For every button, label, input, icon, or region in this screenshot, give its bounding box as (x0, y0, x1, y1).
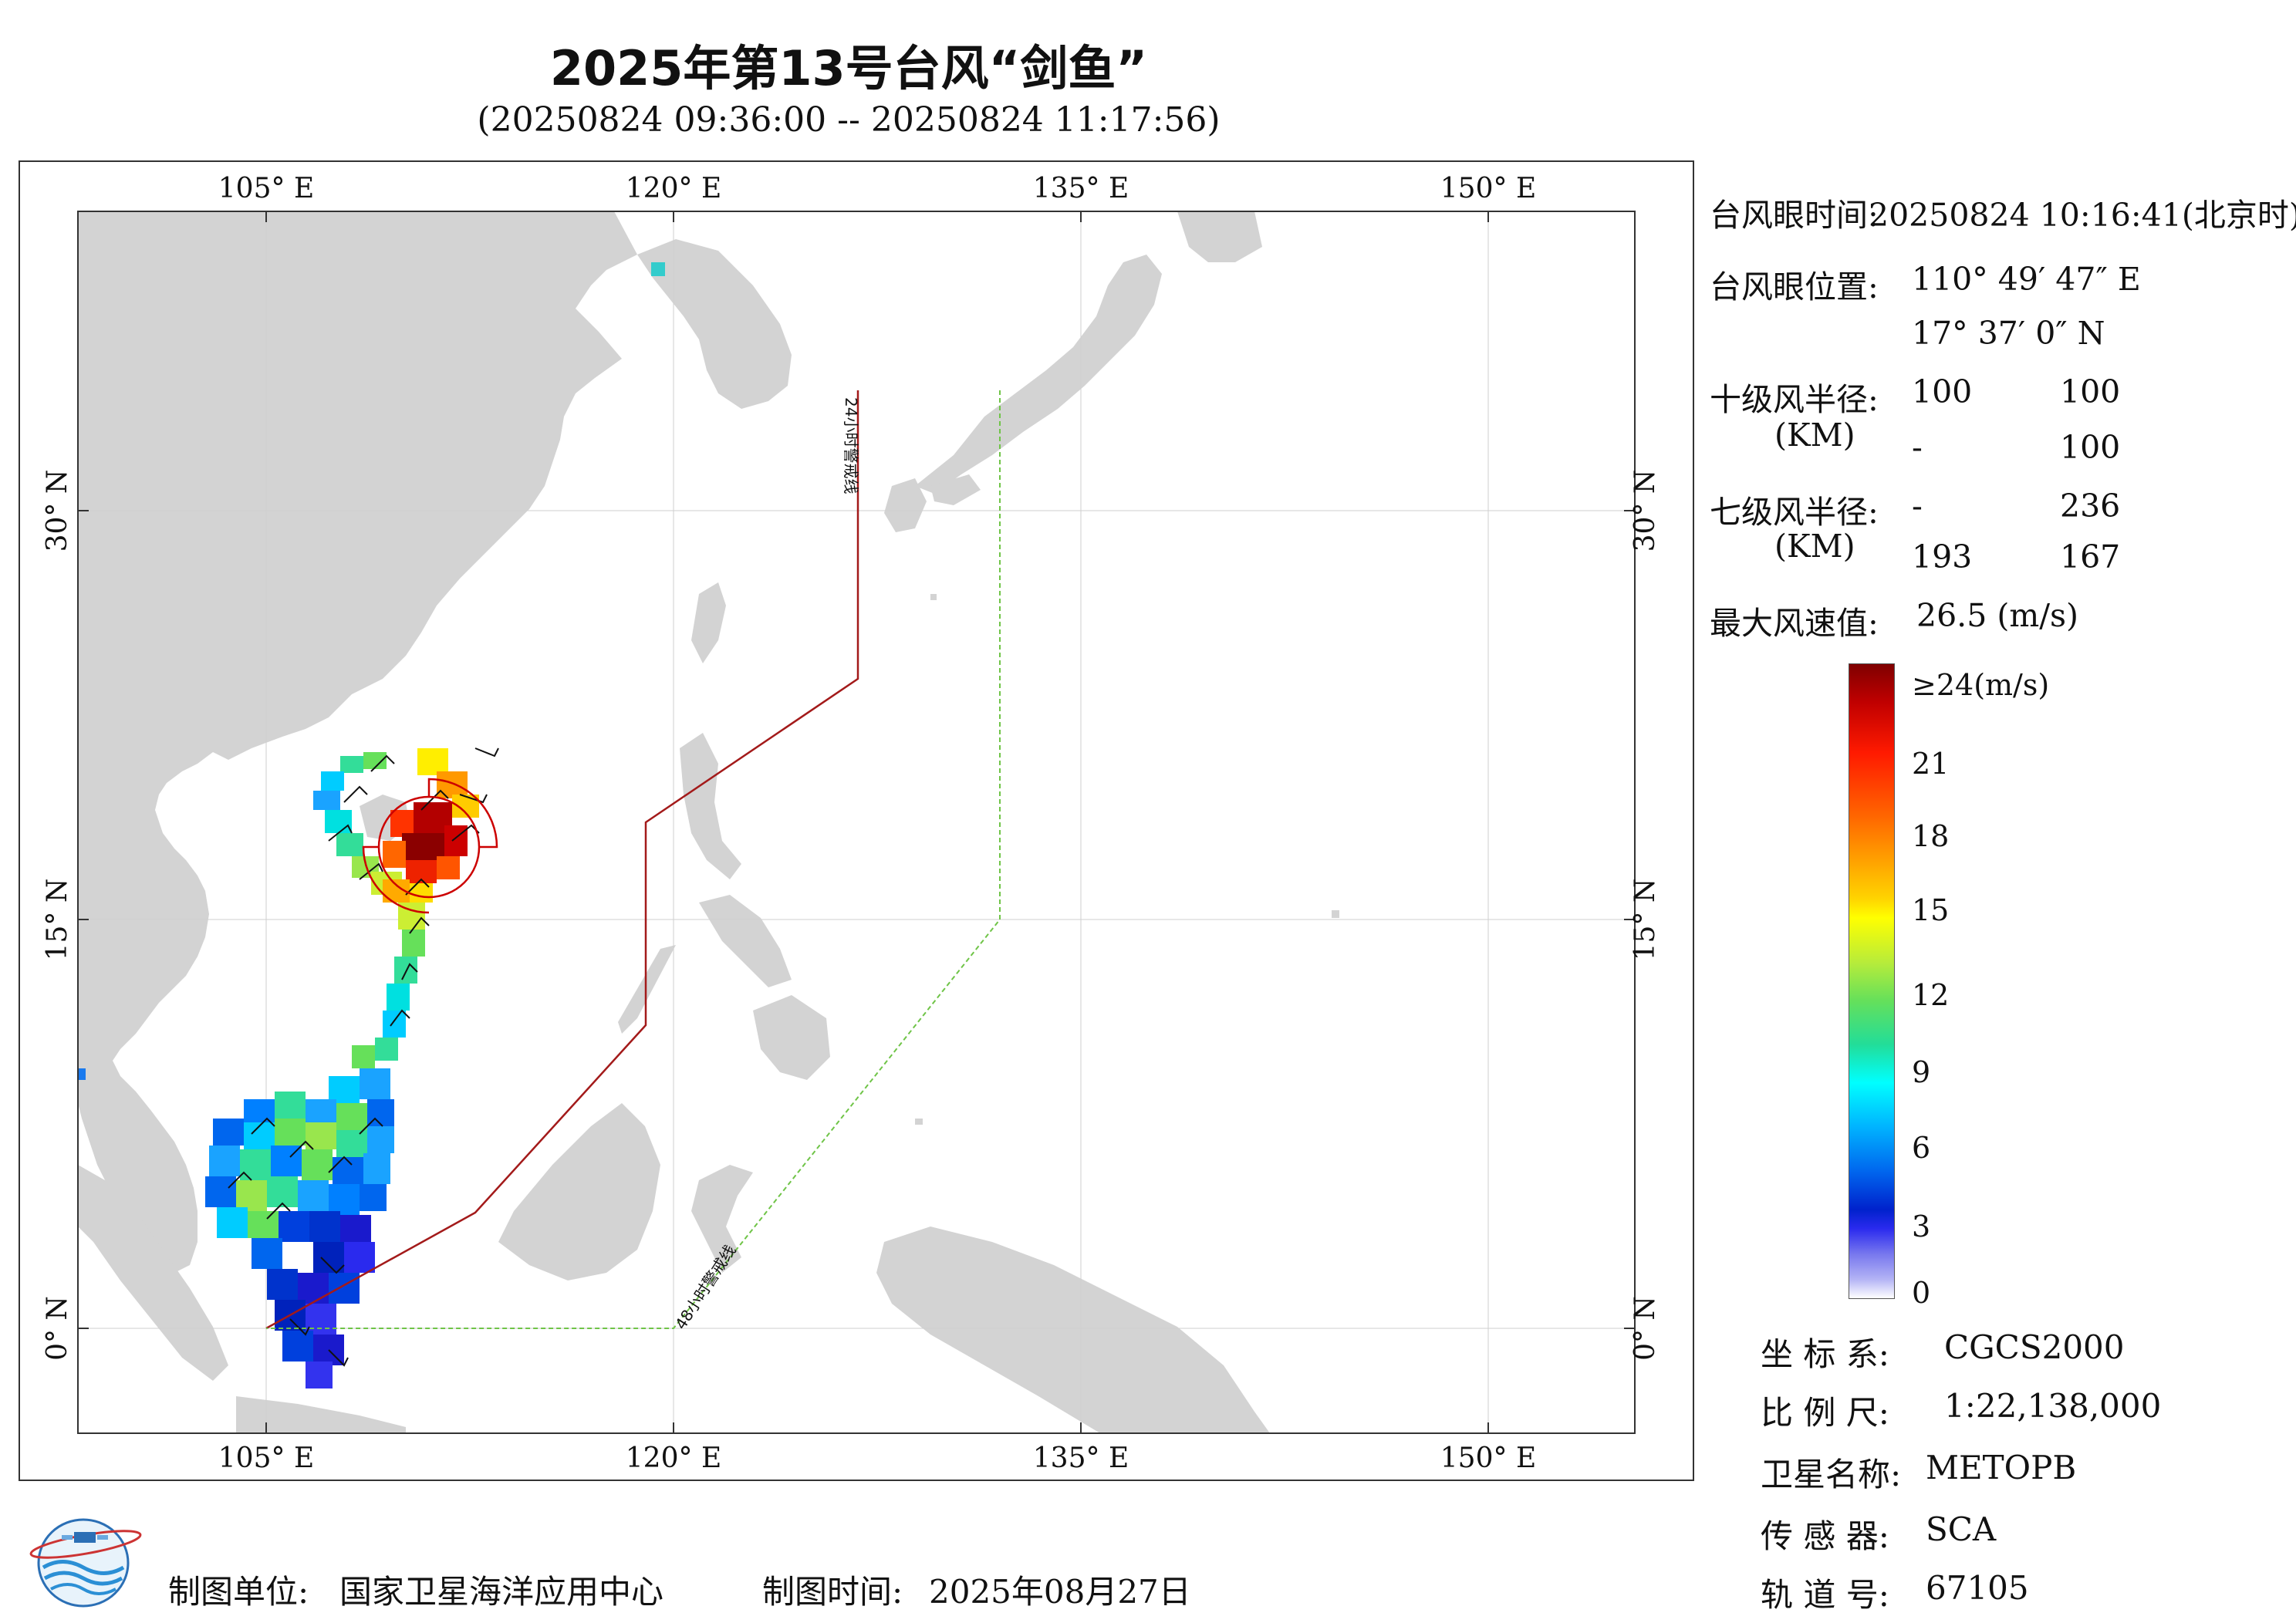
colorbar-tick-12: 12 (1912, 978, 1950, 1012)
colorbar-tick-9: 9 (1912, 1055, 1931, 1089)
map-frame: 24小时警戒线 48小时警戒线 105° E 120° E 135° E 150… (19, 160, 1694, 1481)
colorbar-tick-21: 21 (1912, 747, 1950, 781)
warning-line-24h (265, 390, 859, 1330)
left-lat-label-0: 0° N (42, 1296, 73, 1361)
japan-kyushu (884, 478, 927, 532)
axis-ticks (78, 211, 1635, 1433)
top-lon-label-120: 120° E (626, 173, 721, 204)
asia-mainland (78, 211, 637, 1273)
wind-field-map[interactable]: 24小时警戒线 48小时警戒线 105° E 120° E 135° E 150… (20, 162, 1693, 1480)
colorbar-tick-24: ≥24(m/s) (1912, 668, 2050, 702)
satellite-value: METOPB (1926, 1449, 2077, 1486)
r10-nw: - (1912, 429, 1923, 466)
bottom-lon-label-135: 135° E (1033, 1442, 1129, 1474)
left-lat-label-30: 30° N (42, 470, 73, 552)
philippines-luzon (680, 733, 741, 879)
palawan (618, 945, 676, 1034)
right-lat-label-0: 0° N (1629, 1296, 1661, 1361)
sulawesi (691, 1165, 753, 1273)
colorbar-tick-15: 15 (1912, 893, 1950, 927)
warning-line-48h (266, 390, 1001, 1329)
wind-speed-colorbar (1849, 663, 1895, 1299)
wind-barbs (228, 747, 499, 1367)
eye-longitude: 110° 49′ 47″ E (1912, 261, 2141, 298)
top-lon-label-135: 135° E (1033, 173, 1129, 204)
r7-sw: 167 (2060, 538, 2121, 575)
r10-unit: (KM) (1774, 417, 1855, 454)
nsoas-logo (29, 1518, 142, 1608)
right-lat-label-15: 15° N (1629, 879, 1661, 961)
production-date-label: 制图时间: (762, 1573, 903, 1611)
r7-label: 七级风半径: (1710, 494, 1879, 531)
top-lon-label-105: 105° E (218, 173, 314, 204)
sumatra (78, 1165, 228, 1381)
bottom-lon-label-105: 105° E (218, 1442, 314, 1474)
japan-shikoku (930, 474, 981, 505)
time-range-subtitle: (20250824 09:36:00 -- 20250824 11:17:56) (477, 100, 1221, 140)
new-guinea (876, 1227, 1270, 1433)
eye-time-value: 20250824 10:16:41(北京时) (1869, 197, 2296, 234)
colorbar-tick-3: 3 (1912, 1210, 1931, 1243)
crs-label: 坐 标 系: (1761, 1335, 1889, 1373)
crs-value: CGCS2000 (1944, 1328, 2125, 1366)
eye-position-label: 台风眼位置: (1710, 268, 1879, 305)
bottom-lon-label-120: 120° E (626, 1442, 721, 1474)
borneo (498, 1103, 660, 1281)
japan-honshu (915, 255, 1162, 494)
orbit-value: 67105 (1926, 1569, 2029, 1607)
sensor-value: SCA (1926, 1510, 1997, 1548)
eye-time-label: 台风眼时间: (1710, 197, 1879, 234)
left-lat-label-15: 15° N (42, 879, 73, 961)
colorbar-tick-6: 6 (1912, 1131, 1931, 1165)
production-date-value: 2025年08月27日 (929, 1573, 1191, 1611)
r10-se: 100 (2060, 373, 2121, 410)
graticule (78, 211, 1635, 1433)
colorbar-tick-0: 0 (1912, 1276, 1931, 1310)
r10-ne: 100 (1912, 373, 1973, 410)
taiwan (691, 582, 726, 663)
sensor-label: 传 感 器: (1761, 1517, 1889, 1555)
satellite-label: 卫星名称: (1761, 1456, 1902, 1493)
philippines-visayas (699, 895, 792, 987)
r7-ne: - (1912, 488, 1923, 525)
producer-value: 国家卫星海洋应用中心 (339, 1573, 664, 1611)
java (236, 1396, 406, 1433)
eye-latitude: 17° 37′ 0″ N (1912, 315, 2105, 352)
page-title: 2025年第13号台风“剑鱼” (549, 40, 1148, 96)
scale-value: 1:22,138,000 (1944, 1387, 2162, 1425)
top-lon-label-150: 150° E (1440, 173, 1536, 204)
max-wind-label: 最大风速值: (1710, 605, 1879, 642)
r10-sw: 100 (2060, 429, 2121, 466)
warning-label-24h: 24小时警戒线 (842, 397, 860, 494)
r7-unit: (KM) (1774, 528, 1855, 565)
typhoon-eye (362, 778, 498, 914)
max-wind-value: 26.5 (m/s) (1916, 597, 2079, 634)
scale-label: 比 例 尺: (1761, 1394, 1889, 1432)
r7-nw: 193 (1912, 538, 1973, 575)
r10-label: 十级风半径: (1710, 381, 1879, 418)
producer-label: 制图单位: (168, 1573, 309, 1611)
philippines-mindanao (753, 995, 830, 1080)
orbit-label: 轨 道 号: (1761, 1576, 1889, 1614)
korea (637, 239, 792, 409)
r7-se: 236 (2060, 488, 2121, 525)
japan-hokkaido (1177, 211, 1262, 262)
bottom-lon-label-150: 150° E (1440, 1442, 1536, 1474)
colorbar-tick-18: 18 (1912, 819, 1950, 853)
right-lat-label-30: 30° N (1629, 470, 1661, 552)
